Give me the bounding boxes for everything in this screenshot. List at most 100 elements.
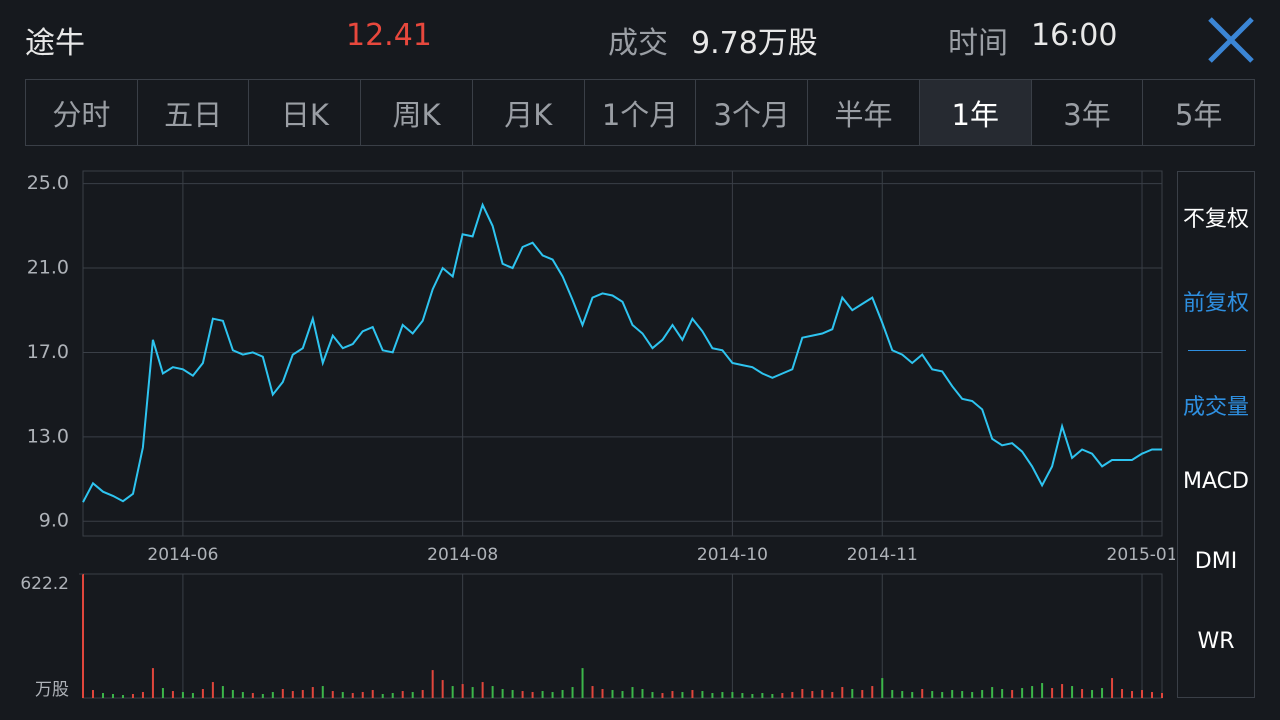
volume-bar [591, 686, 594, 698]
volume-bar [131, 694, 134, 698]
side-menu-item[interactable]: MACD [1183, 469, 1249, 494]
volume-bar [651, 692, 654, 698]
volume-bar [161, 688, 164, 698]
time-label: 时间 [948, 26, 1008, 61]
tab[interactable]: 五日 [138, 80, 250, 145]
volume-bar [471, 687, 474, 698]
volume-bar [121, 695, 124, 698]
volume-bar [991, 687, 994, 698]
volume-bar [171, 691, 174, 698]
tab[interactable]: 分时 [26, 80, 138, 145]
tab[interactable]: 半年 [808, 80, 920, 145]
volume-bar [311, 687, 314, 698]
tab[interactable]: 月K [473, 80, 585, 145]
y-tick-label: 13.0 [27, 425, 69, 447]
volume-bar [361, 692, 364, 698]
volume-bar [291, 691, 294, 698]
volume-bar [481, 682, 484, 698]
volume-bar [321, 686, 324, 698]
volume-bar [1081, 689, 1084, 698]
volume-bar [461, 684, 464, 698]
y-axis-label: 万股 [35, 680, 69, 700]
volume-bar [111, 694, 114, 698]
volume-bar [1021, 688, 1024, 698]
volume-bar [831, 692, 834, 698]
side-menu-item[interactable]: 成交量 [1182, 395, 1249, 420]
volume-bar [1051, 688, 1054, 698]
volume-bar [1031, 686, 1034, 698]
tab[interactable]: 1年 [919, 80, 1032, 145]
volume-bar [621, 691, 624, 698]
volume-bar [571, 687, 574, 698]
volume-bar [871, 686, 874, 698]
volume-bar [82, 574, 84, 698]
x-tick-label: 2014-08 [427, 545, 498, 565]
volume-bar [101, 693, 104, 698]
volume-bar [891, 690, 894, 698]
side-menu-item[interactable]: DMI [1194, 549, 1238, 574]
volume-bar [541, 691, 544, 698]
side-menu: 不复权前复权成交量 MACD DMI WR [1177, 171, 1255, 698]
tab[interactable]: 1个月 [585, 80, 697, 145]
volume-bar [961, 691, 964, 698]
volume-bar [91, 690, 94, 698]
side-menu-item[interactable]: 前复权 [1182, 291, 1249, 316]
volume-bar [521, 691, 524, 698]
volume-bar [981, 690, 984, 698]
volume: 9.78万股 [691, 26, 818, 61]
volume-bar [1161, 693, 1163, 698]
volume-bar [661, 693, 664, 698]
volume-bar [1131, 691, 1134, 698]
volume-bar [241, 692, 244, 698]
chart: 25.0 21.0 17.0 13.0 9.0 2014-06 2014-08 2014-10… [20, 170, 1175, 700]
volume-bar [401, 691, 404, 698]
volume-bar [1001, 689, 1004, 698]
side-menu-item[interactable]: 不复权 [1182, 207, 1249, 232]
volume-bar [561, 690, 564, 698]
volume-bar [251, 693, 254, 698]
volume-bar [681, 692, 684, 698]
volume-label: 成交 [608, 26, 668, 61]
volume-bar [301, 690, 304, 698]
volume-bar [751, 694, 754, 698]
close-button[interactable] [1205, 14, 1257, 66]
y-tick-label: 622.2 [20, 574, 69, 594]
volume-bar [511, 690, 514, 698]
volume-bar [501, 689, 504, 698]
volume-bar [341, 692, 344, 698]
volume-bar [901, 691, 904, 698]
volume-bar [741, 693, 744, 698]
volume-bar [921, 689, 924, 698]
tab[interactable]: 日K [249, 80, 362, 145]
x-tick-label: 2014-10 [697, 545, 768, 565]
tab[interactable]: 3年 [1032, 80, 1144, 145]
x-tick-label: 2014-11 [847, 545, 918, 565]
tab[interactable]: 5年 [1174, 97, 1223, 132]
volume-bar [801, 689, 804, 698]
volume-bar [1121, 689, 1124, 698]
volume-bar [791, 692, 794, 698]
volume-bar [911, 692, 914, 698]
volume-bar [851, 689, 854, 698]
stock-name: 途牛 [25, 26, 85, 61]
side-menu-item[interactable]: WR [1197, 629, 1235, 654]
volume-bar [841, 687, 844, 698]
volume-bar [281, 689, 284, 698]
tab[interactable]: 周K [361, 80, 473, 145]
volume-bar [781, 693, 784, 698]
volume-bar [221, 686, 224, 698]
volume-bar [1011, 690, 1014, 698]
volume-bar [821, 690, 824, 698]
volume-bar [391, 693, 394, 698]
y-tick-label: 25.0 [27, 172, 69, 194]
volume-bar [191, 693, 194, 698]
volume-bar [721, 692, 724, 698]
volume-bar [151, 668, 154, 698]
volume-bar [1071, 686, 1074, 698]
volume-bar [491, 686, 494, 698]
tab[interactable]: 3个月 [696, 80, 809, 145]
volume-bar [531, 692, 534, 698]
x-tick-label: 2015-01 [1107, 545, 1175, 565]
time: 16:00 [1031, 18, 1118, 53]
